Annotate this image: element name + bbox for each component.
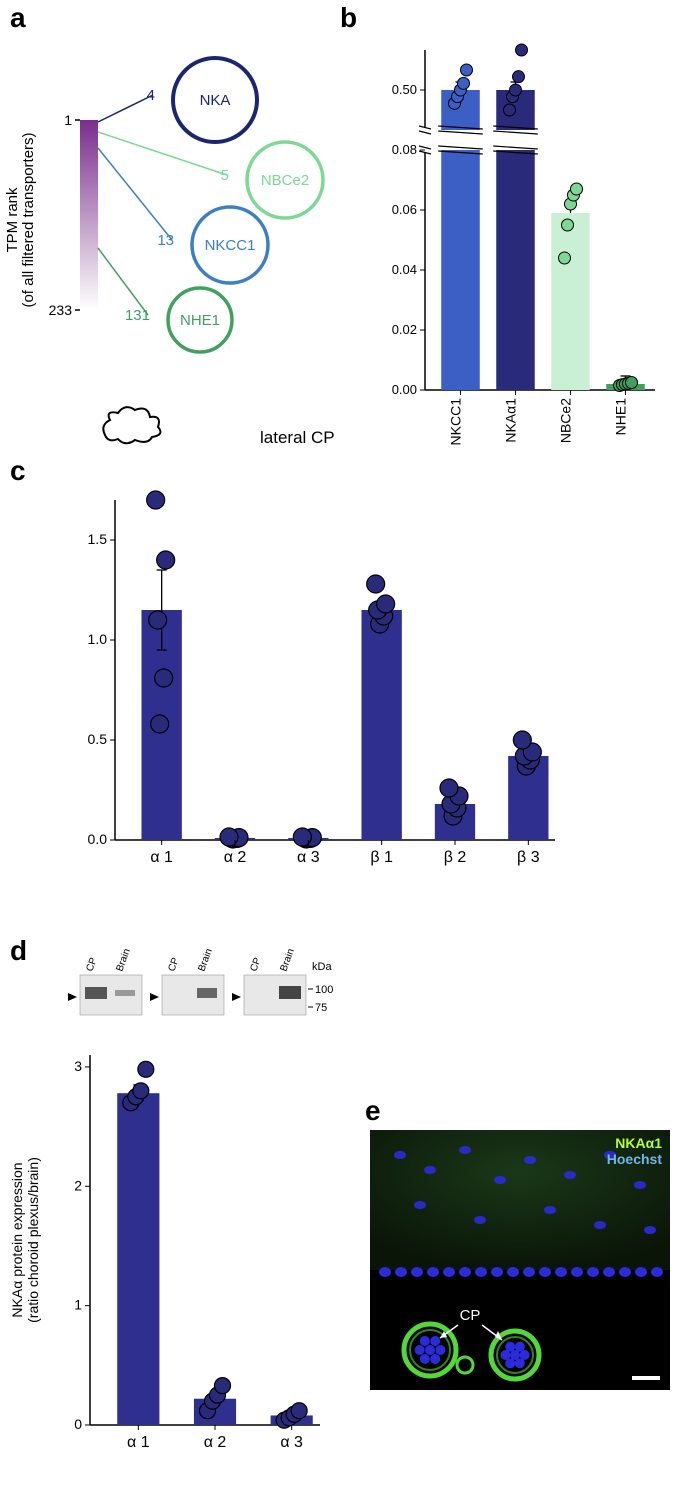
- svg-text:β 2: β 2: [444, 849, 467, 866]
- svg-text:5: 5: [221, 167, 229, 184]
- panel-c-label: c: [10, 455, 26, 487]
- panel-d-svg: CP Brain CP Brain CP Brain kDa 100 75 0 1 2 3 NKAα pr…: [5, 945, 355, 1485]
- svg-text:1.5: 1.5: [88, 531, 108, 547]
- svg-text:NKAα protein expression(ratio: NKAα protein expression(ratio choroid pl…: [9, 1157, 41, 1323]
- svg-text:0.02: 0.02: [392, 322, 417, 337]
- svg-text:0.0: 0.0: [88, 831, 108, 847]
- svg-text:NKCC1: NKCC1: [205, 237, 256, 254]
- svg-text:CP: CP: [460, 1307, 481, 1324]
- svg-text:2: 2: [74, 1177, 82, 1193]
- svg-text:β 1: β 1: [370, 849, 393, 866]
- svg-text:1: 1: [64, 112, 72, 128]
- svg-text:NBCe2: NBCe2: [558, 398, 574, 443]
- lateral-cp-label: lateral CP: [260, 428, 335, 448]
- svg-text:α 3: α 3: [297, 849, 320, 866]
- svg-text:75: 75: [315, 1002, 327, 1014]
- svg-text:TPM rank(of all filtered trans: TPM rank(of all filtered transporters): [5, 132, 37, 307]
- svg-text:NHE1: NHE1: [613, 398, 629, 436]
- svg-text:β 3: β 3: [517, 849, 540, 866]
- svg-text:0.04: 0.04: [392, 262, 417, 277]
- panel-e-svg: CP NKAα1Hoechst: [370, 1130, 680, 1410]
- svg-text:Brain: Brain: [278, 947, 296, 973]
- svg-text:CP: CP: [248, 956, 263, 973]
- svg-text:0: 0: [74, 1416, 82, 1432]
- svg-text:233: 233: [49, 302, 73, 318]
- panel-b-svg: mRNA expression relative to two ref. gen…: [355, 20, 685, 500]
- svg-text:Brain: Brain: [196, 947, 214, 973]
- panel-a-svg: TPM rank(of all filtered transporters) 1 2…: [5, 20, 345, 390]
- svg-text:0.5: 0.5: [88, 731, 108, 747]
- svg-text:0.06: 0.06: [392, 202, 417, 217]
- svg-text:131: 131: [125, 307, 150, 324]
- panel-e-label: e: [365, 1095, 381, 1127]
- svg-text:NBCe2: NBCe2: [261, 172, 309, 189]
- svg-text:0.00: 0.00: [392, 382, 417, 397]
- svg-text:3: 3: [74, 1058, 82, 1074]
- svg-text:CP: CP: [84, 956, 99, 973]
- svg-text:α 2: α 2: [224, 849, 247, 866]
- svg-text:α 3: α 3: [280, 1434, 303, 1451]
- svg-text:NKA: NKA: [200, 92, 231, 109]
- svg-text:13: 13: [157, 232, 174, 249]
- svg-text:α 1: α 1: [127, 1434, 150, 1451]
- svg-text:NKAα1: NKAα1: [615, 1135, 662, 1151]
- svg-text:CP: CP: [166, 956, 181, 973]
- svg-text:α 2: α 2: [204, 1434, 227, 1451]
- svg-text:Hoechst: Hoechst: [607, 1151, 663, 1167]
- svg-text:NKAα1: NKAα1: [503, 398, 519, 443]
- cp-outline-icon: [90, 395, 180, 455]
- svg-text:NKCC1: NKCC1: [448, 398, 464, 446]
- svg-text:α 1: α 1: [150, 849, 173, 866]
- svg-text:100: 100: [315, 984, 333, 996]
- svg-text:kDa: kDa: [312, 961, 332, 973]
- svg-text:Brain: Brain: [114, 947, 132, 973]
- svg-text:0.50: 0.50: [392, 82, 417, 97]
- svg-text:1.0: 1.0: [88, 631, 108, 647]
- svg-text:0.08: 0.08: [392, 142, 417, 157]
- svg-text:4: 4: [147, 87, 155, 104]
- panel-c-svg: 0.00.51.01.5NKA mRNA expression (rel. to…: [40, 470, 600, 910]
- svg-text:NHE1: NHE1: [180, 312, 220, 329]
- svg-text:1: 1: [74, 1297, 82, 1313]
